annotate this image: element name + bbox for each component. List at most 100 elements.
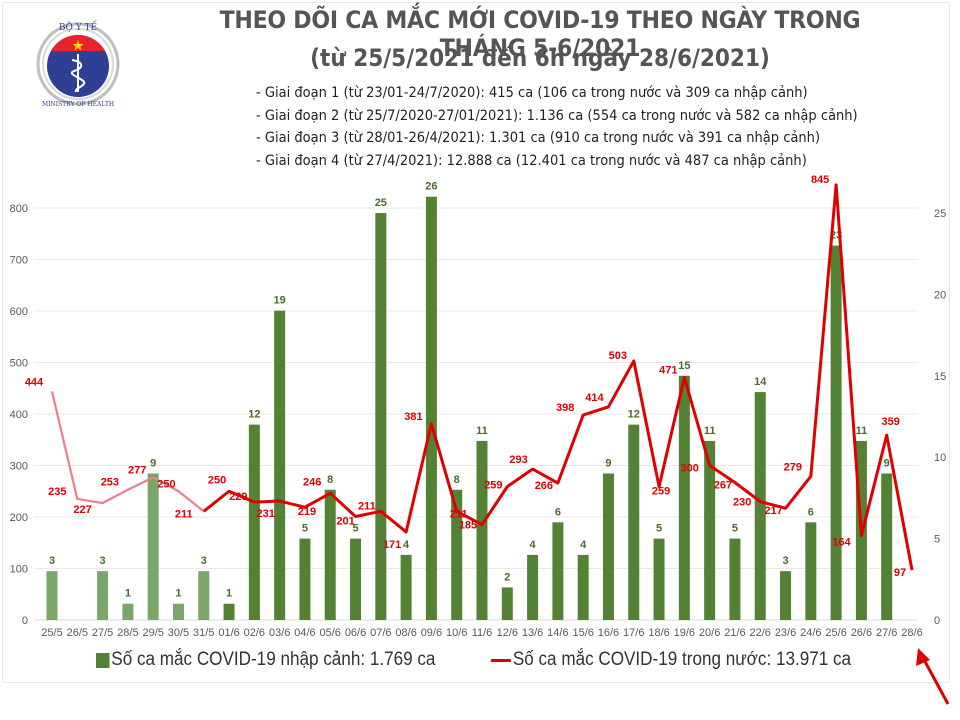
bar-data-label: 9 — [150, 457, 156, 469]
line-data-label: 266 — [535, 480, 553, 492]
bar — [552, 522, 564, 620]
chart-title: THEO DÕI CA MẮC MỚI COVID-19 THEO NGÀY T… — [219, 6, 861, 62]
bar-data-label: 15 — [678, 360, 690, 372]
bar — [628, 424, 640, 620]
line-series-faded — [50, 391, 205, 513]
x-tick-label: 20/6 — [699, 627, 720, 639]
bar-data-label: 3 — [782, 555, 788, 567]
bar — [97, 571, 109, 620]
line-data-label: 293 — [509, 454, 527, 466]
bar — [881, 473, 893, 620]
chart-subtitle: (từ 25/5/2021 đến 6h ngày 28/6/2021) — [310, 44, 770, 72]
bar-data-label: 26 — [425, 181, 437, 193]
x-tick-label: 08/6 — [395, 627, 416, 639]
bar-data-label: 9 — [605, 457, 611, 469]
bar — [274, 310, 286, 620]
legend-line-label: Số ca mắc COVID-19 trong nước: 13.971 ca — [512, 649, 852, 670]
x-tick-label: 29/5 — [142, 627, 163, 639]
x-tick-label: 23/6 — [775, 627, 796, 639]
y-right-tick-label: 25 — [934, 208, 946, 220]
bar — [653, 538, 665, 620]
line-data-label: 246 — [303, 476, 321, 488]
line-data-label: 359 — [882, 416, 900, 428]
line-data-label: 503 — [609, 350, 627, 362]
bar — [324, 489, 336, 620]
bar — [425, 196, 437, 620]
bar-data-label: 4 — [403, 539, 410, 551]
line-data-label: 259 — [484, 480, 502, 492]
x-tick-label: 18/6 — [648, 627, 669, 639]
bar-data-label: 12 — [628, 409, 640, 421]
bar-data-label: 1 — [226, 588, 232, 600]
line-data-label: 250 — [208, 474, 226, 486]
x-tick-label: 24/6 — [800, 627, 821, 639]
x-tick-label: 16/6 — [598, 627, 619, 639]
x-tick-label: 11/6 — [472, 627, 493, 639]
bar — [678, 375, 690, 620]
bar-data-label: 19 — [274, 295, 286, 307]
line-data-label: 231 — [256, 508, 274, 520]
y-left-tick-label: 700 — [10, 255, 28, 267]
bar — [147, 473, 159, 620]
chart-frame — [2, 2, 950, 683]
bar — [780, 571, 792, 620]
y-left-tick-label: 400 — [10, 409, 28, 421]
y-left-tick-label: 500 — [10, 358, 28, 370]
bar — [223, 603, 235, 620]
line-data-label: 444 — [25, 376, 44, 388]
bar — [577, 554, 589, 620]
x-tick-label: 28/6 — [901, 627, 922, 639]
bar-data-label: 5 — [732, 523, 738, 535]
x-tick-label: 07/6 — [370, 627, 391, 639]
x-tick-label: 09/6 — [421, 627, 442, 639]
x-tick-label: 25/6 — [825, 627, 846, 639]
legend-bar-swatch — [96, 652, 110, 668]
x-tick-label: 26/6 — [851, 627, 872, 639]
bar-data-label: 1 — [175, 588, 181, 600]
x-tick-label: 14/6 — [547, 627, 568, 639]
x-tick-label: 15/6 — [572, 627, 593, 639]
line-data-label: 201 — [336, 515, 354, 527]
bar-data-label: 4 — [580, 539, 587, 551]
x-tick-label: 05/6 — [320, 627, 341, 639]
line-data-label: 277 — [128, 464, 146, 476]
line-data-label: 229 — [229, 491, 247, 503]
x-tick-label: 25/5 — [41, 627, 62, 639]
line-data-label: 235 — [48, 486, 66, 498]
bar — [122, 603, 134, 620]
line-data-label: 300 — [680, 463, 698, 475]
x-tick-label: 21/6 — [724, 627, 745, 639]
bar-data-label: 2 — [504, 571, 510, 583]
bar — [602, 473, 614, 620]
x-tick-label: 03/6 — [269, 627, 290, 639]
bar — [501, 587, 513, 620]
line-data-label: 259 — [652, 486, 670, 498]
y-right-tick-label: 15 — [934, 371, 946, 383]
line-data-label: 279 — [784, 461, 802, 473]
logo-top-text: BỘ Y TẾ — [59, 20, 98, 33]
bar — [476, 440, 488, 620]
bar — [46, 571, 58, 620]
line-data-label: 211 — [358, 500, 376, 512]
stage-3: - Giai đoạn 3 (từ 28/01-26/4/2021): 1.30… — [256, 130, 821, 146]
bar-data-label: 5 — [656, 523, 662, 535]
x-tick-label: 26/5 — [67, 627, 88, 639]
x-tick-label: 19/6 — [674, 627, 695, 639]
line-data-label: 164 — [832, 537, 851, 549]
legend-line-swatch — [491, 658, 512, 662]
line-data-label: 171 — [383, 539, 401, 551]
bar — [754, 392, 766, 620]
x-tick-label: 17/6 — [623, 627, 644, 639]
y-right-tick-label: 10 — [934, 452, 946, 464]
x-tick-label: 27/5 — [92, 627, 113, 639]
bar-data-label: 11 — [704, 425, 716, 437]
bar-data-label: 5 — [352, 523, 358, 535]
bar-data-label: 9 — [884, 457, 890, 469]
bar-data-label: 3 — [201, 555, 207, 567]
bar-data-label: 3 — [49, 555, 55, 567]
bar-data-label: 6 — [808, 506, 814, 518]
bar-data-label: 11 — [476, 425, 488, 437]
bar — [400, 554, 412, 620]
